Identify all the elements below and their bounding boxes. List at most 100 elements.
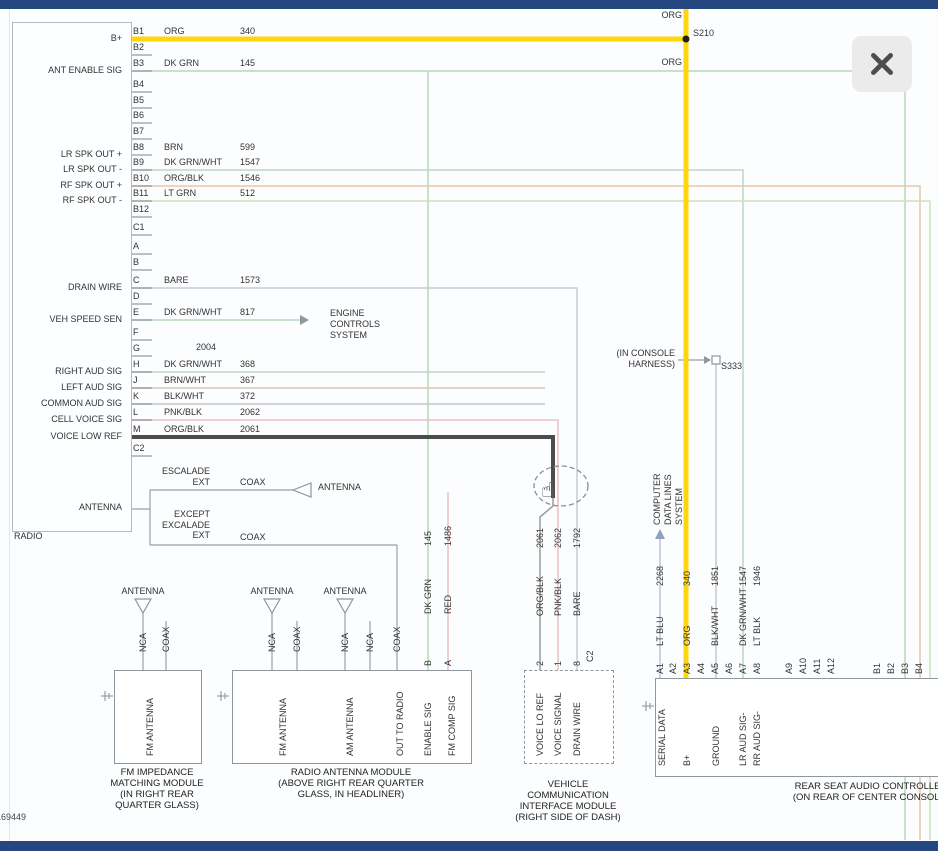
module-connector-label: C2 (585, 650, 595, 662)
computer-data-lines-system-label: COMPUTER DATA LINES SYSTEM (652, 474, 685, 526)
org-wire-label: ORG (661, 57, 682, 67)
module-pin-label: A12 (826, 657, 836, 674)
signal-label: VEH SPEED SEN (49, 314, 122, 324)
signal-label: LEFT AUD SIG (61, 382, 122, 392)
wire-dk-grn-wht-1547 (130, 169, 744, 678)
module-pin-function: GROUND (711, 726, 721, 766)
wire-color-vertical: ORG (682, 625, 692, 646)
radio-pin-label: B4 (133, 79, 145, 89)
wire-color-label: ORG/BLK (164, 424, 205, 434)
close-button[interactable] (852, 36, 912, 92)
highlight-oval (533, 465, 589, 507)
radio-pin-label: C (133, 275, 140, 285)
radio-pin-label: A (133, 241, 140, 251)
circuit-number-label: 340 (240, 26, 256, 36)
splice-symbols (300, 315, 721, 539)
wire-circuit-vertical: 1486 (443, 525, 453, 546)
module-pin-label: A4 (696, 662, 706, 674)
module-pin-function: FM COMP SIG (447, 695, 457, 756)
circuit-number-label: 145 (240, 58, 256, 68)
wire-circuit-vertical: 340 (682, 570, 692, 586)
module-pin-label: B2 (886, 662, 896, 674)
escalade-line: ESCALADE (161, 466, 210, 476)
caption-line: FM IMPEDANCE (120, 767, 194, 778)
circuit-number-label: 2004 (196, 342, 217, 352)
wire-org-340-traced[interactable] (130, 9, 689, 678)
circuit-number-label: 372 (240, 391, 256, 401)
radio-label: RADIO (14, 531, 43, 541)
signal-label: DRAIN WIRE (68, 282, 122, 292)
caption-line: INTERFACE MODULE (519, 801, 617, 812)
module-pin-function: SERIAL DATA (657, 709, 667, 766)
radio-antenna-module-caption: RADIO ANTENNA MODULE (ABOVE RIGHT REAR Q… (241, 767, 461, 800)
wire-color-label: DK GRN/WHT (164, 157, 222, 167)
caption-line: COMMUNICATION (527, 790, 609, 801)
wire-color-vertical: PNK/BLK (553, 577, 563, 616)
circuit-number-label: 1546 (240, 173, 261, 183)
caption-line: GLASS, IN HEADLINER) (297, 789, 405, 800)
module-pin-label: A9 (784, 662, 794, 674)
module-pin-label: A6 (724, 662, 734, 674)
circuit-number-label: 2061 (240, 424, 261, 434)
signal-label: RIGHT AUD SIG (55, 366, 122, 376)
antenna-symbol-label: ANTENNA (323, 586, 367, 596)
wire-color-label: LT GRN (164, 188, 197, 198)
wire-color-label: ORG/BLK (164, 173, 205, 183)
fm-impedance-module-box (114, 670, 202, 764)
lead-label: NCA (340, 632, 350, 652)
wire-circuit-vertical: 145 (423, 530, 433, 546)
module-pin-label: B1 (872, 662, 882, 674)
module-pin-function: DRAIN WIRE (572, 702, 582, 756)
arrow-up-computer-data (655, 529, 665, 539)
wire-circuit-vertical: 1946 (752, 565, 762, 586)
s333-splice-label: S333 (721, 361, 743, 371)
signal-label: LR SPK OUT - (63, 164, 122, 174)
wire-color-vertical: DK GRN/WHT (738, 588, 748, 646)
module-pin-function: VOICE SIGNAL (553, 692, 563, 756)
wire-color-vertical: LT BLU (655, 616, 665, 646)
wire-color-label: ORG (164, 26, 185, 36)
escalade-ext-label: ESCALADE EXT (140, 466, 210, 487)
radio-pin-label: G (133, 343, 141, 353)
wire-color-vertical: ORG/BLK (535, 575, 545, 616)
arrow-to-engine-controls (300, 315, 309, 325)
inline-connector-icons (101, 691, 654, 711)
circuit-number-label: 367 (240, 375, 256, 385)
caption-line: (RIGHT SIDE OF DASH) (515, 812, 621, 823)
caption-line: (ABOVE RIGHT REAR QUARTER (278, 778, 424, 789)
antenna-icon (133, 598, 153, 615)
s210-splice-dot (682, 35, 690, 43)
wire-org-blk-2061-selected[interactable] (130, 435, 555, 498)
lead-label: COAX (161, 626, 171, 652)
radio-pin-label: L (133, 407, 139, 417)
antenna-symbol-label: ANTENNA (250, 586, 294, 596)
signal-label: LR SPK OUT + (60, 149, 122, 159)
radio-connector-panel (12, 22, 132, 532)
top-chrome-bar (0, 0, 938, 9)
coax-label: COAX (240, 532, 266, 542)
antenna-icon (335, 598, 355, 615)
radio-pin-label: B8 (133, 142, 145, 152)
radio-pin-label: C1 (133, 222, 145, 232)
wire-circuit-vertical: 2062 (553, 527, 563, 548)
radio-pin-label: E (133, 307, 140, 317)
s210-splice-label: S210 (693, 28, 715, 38)
signal-label: CELL VOICE SIG (51, 414, 122, 424)
module-pin-function: LR AUD SIG- (738, 712, 748, 766)
wire-color-label: DK GRN/WHT (164, 307, 222, 317)
wire-bare-1573 (130, 287, 578, 670)
module-pin-label: A (443, 659, 453, 666)
wire-color-label: BARE (164, 275, 189, 285)
vcim-module-box (524, 670, 614, 764)
system-line: DATA LINES (663, 474, 673, 525)
radio-pin-label: H (133, 359, 140, 369)
rear-audio-controller-caption: REAR SEAT AUDIO CONTROLLER (ON REAR OF C… (742, 781, 938, 803)
module-pin-function: FM ANTENNA (145, 697, 155, 756)
wire-color-vertical: LT BLK (752, 616, 762, 646)
antenna-icon (262, 598, 282, 615)
circuit-number-label: 1547 (240, 157, 261, 167)
radio-pin-label: B12 (133, 204, 150, 214)
module-pin-label: A10 (798, 657, 808, 674)
antenna-symbol-label: ANTENNA (121, 586, 165, 596)
radio-pin-label: J (133, 375, 138, 385)
